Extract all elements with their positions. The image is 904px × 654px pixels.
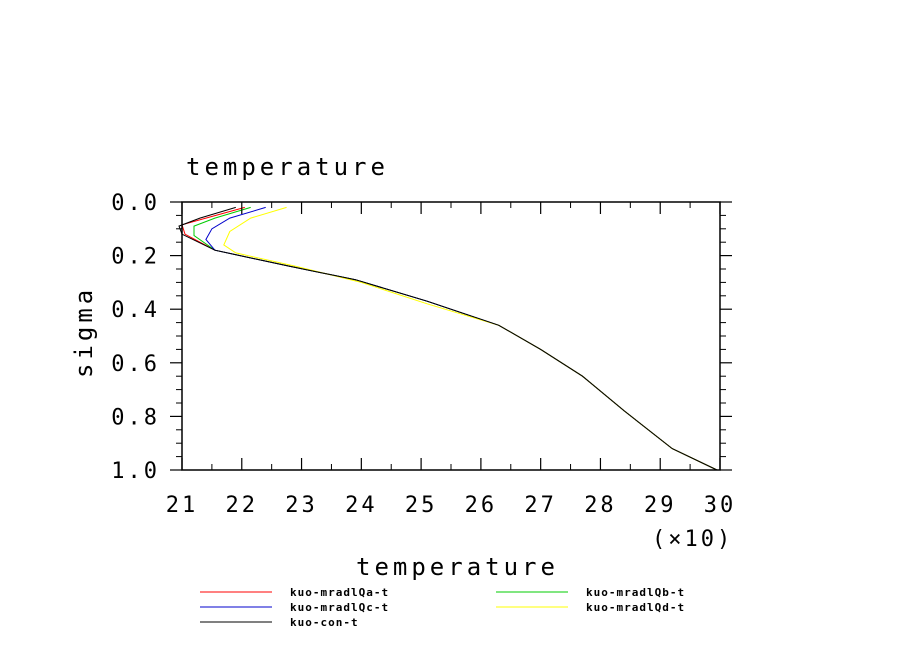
series-line-kuo-mradlQc-t: [205, 206, 718, 471]
x-tick-labels: 21 22 23 24 25 26 27 28 29 30: [166, 493, 737, 518]
x-tick-label: 23: [285, 493, 318, 518]
y-axis-label: sigma: [70, 286, 98, 378]
series-line-kuo-mradlQd-t: [223, 206, 718, 471]
legend-label: kuo-mradlQb-t: [586, 586, 685, 599]
y-tick-label: 0.0: [111, 191, 160, 216]
y-tick-label: 0.2: [111, 245, 160, 270]
legend-item-kuo-mradlQa-t: kuo-mradlQa-t: [200, 586, 389, 599]
x-tick-label: 27: [524, 493, 557, 518]
x-tick-label: 29: [644, 493, 677, 518]
plot-frame: [181, 201, 721, 471]
plot-lines: [178, 206, 718, 471]
axes-ticks: [170, 201, 732, 471]
x-tick-label: 30: [704, 493, 737, 518]
legend-label: kuo-con-t: [290, 616, 359, 629]
legend-label: kuo-mradlQd-t: [586, 601, 685, 614]
legend-item-kuo-mradlQd-t: kuo-mradlQd-t: [496, 601, 685, 614]
x-tick-label: 26: [465, 493, 498, 518]
series-line-kuo-mradlQb-t: [193, 206, 718, 471]
y-tick-label: 0.4: [111, 298, 160, 323]
legend-item-kuo-con-t: kuo-con-t: [200, 616, 359, 629]
series-line-kuo-con-t: [178, 206, 718, 471]
y-tick-label: 0.8: [111, 405, 160, 430]
x-tick-label: 25: [405, 493, 438, 518]
y-tick-label: 0.6: [111, 352, 160, 377]
x-tick-label: 22: [226, 493, 259, 518]
x-axis-label: temperature: [356, 553, 559, 581]
legend-item-kuo-mradlQb-t: kuo-mradlQb-t: [496, 586, 685, 599]
legend-label: kuo-mradlQa-t: [290, 586, 389, 599]
x-tick-label: 21: [166, 493, 199, 518]
legend-item-kuo-mradlQc-t: kuo-mradlQc-t: [200, 601, 389, 614]
x-multiplier-label: (×10): [652, 527, 733, 552]
x-tick-label: 28: [584, 493, 617, 518]
legend-label: kuo-mradlQc-t: [290, 601, 389, 614]
chart-title: temperature: [186, 153, 389, 181]
legend: kuo-mradlQa-t kuo-mradlQb-t kuo-mradlQc-t k…: [200, 586, 685, 629]
x-tick-label: 24: [345, 493, 378, 518]
y-tick-labels: 0.0 0.2 0.4 0.6 0.8 1.0: [111, 191, 160, 484]
series-line-kuo-mradlQa-t: [181, 206, 718, 471]
y-tick-label: 1.0: [111, 459, 160, 484]
